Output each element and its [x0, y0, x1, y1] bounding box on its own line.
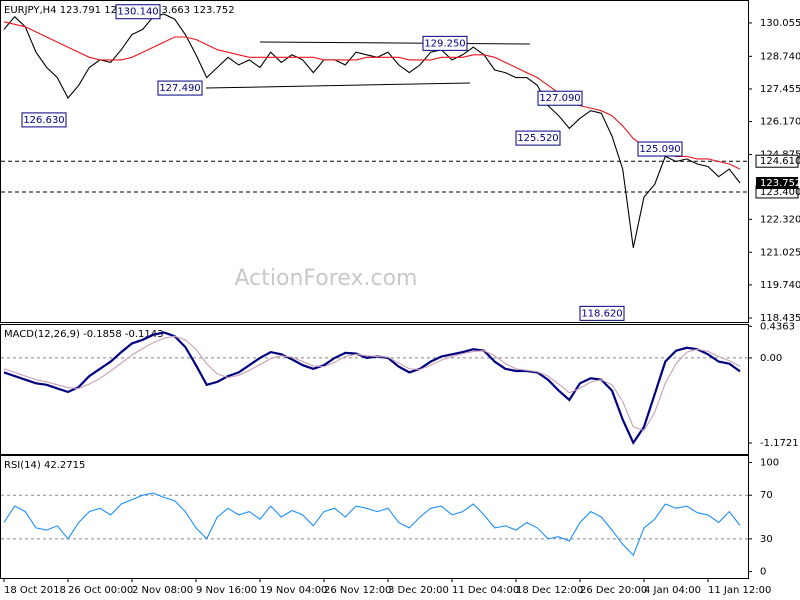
price-label: 126.630 [23, 115, 64, 126]
price-label: 129.250 [424, 38, 465, 49]
panel-frame [0, 0, 749, 323]
x-tick-label: 11 Dec 04:00 [452, 585, 519, 596]
x-tick-label: 18 Dec 12:00 [516, 585, 583, 596]
price-label: 127.090 [539, 93, 580, 104]
price-label: 130.140 [117, 7, 158, 18]
price-label-box [537, 90, 583, 106]
x-tick-label: 9 Nov 16:00 [196, 585, 257, 596]
y-tick-label: 126.170 [760, 117, 800, 128]
x-tick-label: 26 Oct 00:00 [68, 585, 133, 596]
x-tick-label: 11 Jan 12:00 [708, 585, 771, 596]
y-tick-label: 30 [760, 534, 773, 545]
y-tick-label: 127.455 [760, 84, 800, 95]
y-tick-label: 119.740 [760, 280, 800, 291]
panel-frame [0, 324, 749, 455]
y-tick-label: -1.1721 [760, 438, 799, 449]
price-label: 125.520 [517, 133, 558, 144]
axis-price-box [755, 154, 799, 168]
y-tick-label: 122.320 [760, 214, 800, 225]
price-label-box [21, 112, 67, 128]
x-tick-label: 19 Nov 04:00 [260, 585, 327, 596]
panel-frame [0, 455, 749, 579]
x-tick-label: 2 Nov 08:00 [132, 585, 193, 596]
last-price-label: 123.752 [760, 178, 800, 189]
price-label-box [157, 80, 203, 96]
price-label-box [115, 4, 161, 20]
y-tick-label: 121.025 [760, 247, 800, 258]
y-tick-label: 100 [760, 458, 779, 469]
price-label-box [579, 305, 625, 321]
last-price-box [756, 177, 798, 190]
axis-price-label: 123.400 [760, 187, 800, 198]
series-line [3, 335, 741, 432]
trend-line [205, 82, 471, 89]
x-tick-label: 4 Jan 04:00 [644, 585, 701, 596]
y-tick-label: 0 [760, 567, 766, 578]
x-tick-label: 26 Dec 20:00 [580, 585, 647, 596]
x-tick-label: 18 Oct 2018 [4, 585, 66, 596]
series-line [3, 21, 741, 170]
price-label-box [422, 35, 468, 51]
series-line [3, 492, 741, 557]
price-label-box [637, 141, 683, 157]
series-line [3, 331, 741, 446]
axis-price-label: 124.610 [760, 156, 800, 167]
x-tick-label: 26 Nov 12:00 [324, 585, 391, 596]
series-line [3, 13, 741, 248]
watermark: ActionForex.com [235, 266, 418, 291]
y-tick-label: 0.00 [760, 353, 782, 364]
y-tick-label: 70 [760, 490, 773, 501]
price-label-box [515, 130, 561, 146]
y-tick-label: 130.055 [760, 18, 800, 29]
y-tick-label: 128.740 [760, 51, 800, 62]
panel-title: MACD(12,26,9) -0.1858 -0.1143 [4, 329, 164, 340]
panel-title: RSI(14) 42.2715 [4, 460, 85, 471]
x-tick-label: 3 Dec 20:00 [388, 585, 449, 596]
price-label: 125.090 [639, 144, 680, 155]
y-tick-label: 118.435 [760, 313, 800, 324]
price-label: 118.620 [581, 308, 622, 319]
trend-line [259, 41, 531, 45]
y-tick-label: 0.4363 [760, 321, 795, 332]
price-label: 127.490 [159, 83, 200, 94]
